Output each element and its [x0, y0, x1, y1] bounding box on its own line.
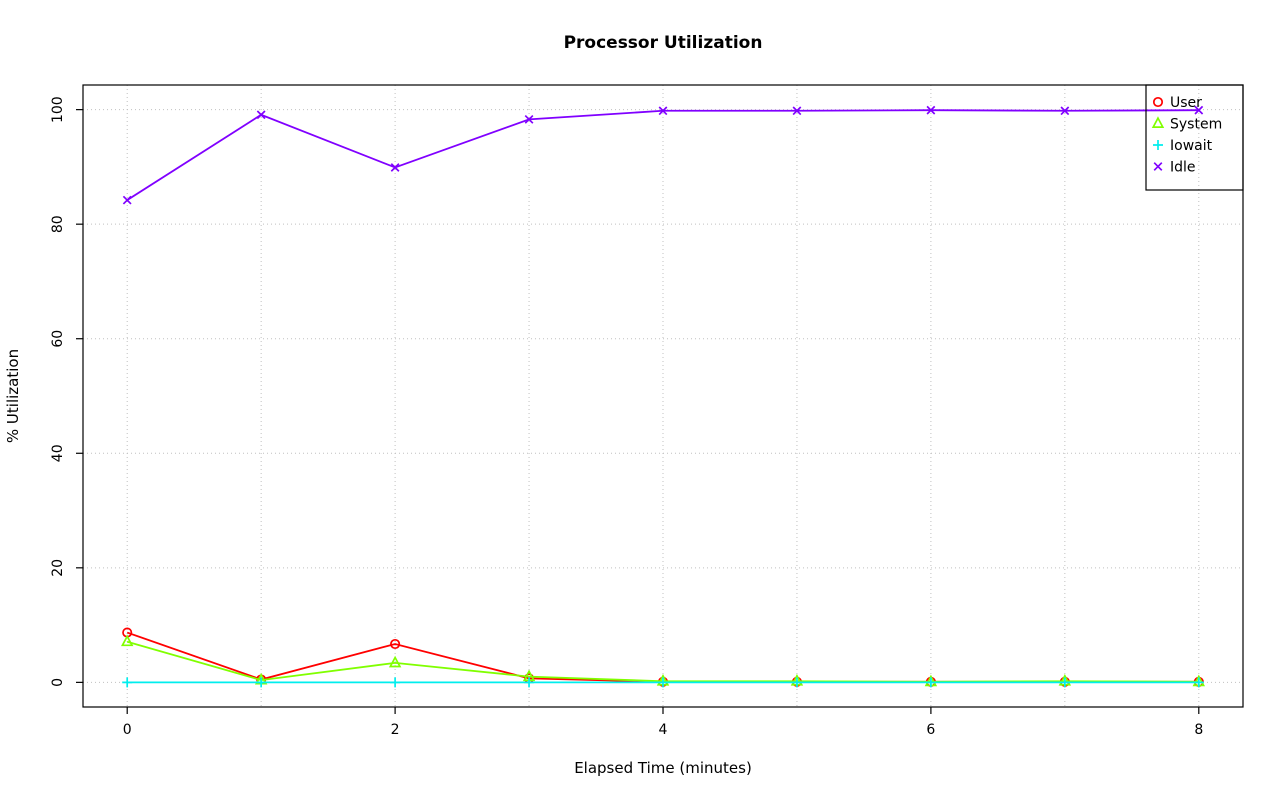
data-series: [120, 105, 1206, 688]
marker-plus: [791, 677, 802, 688]
marker-triangle: [388, 655, 402, 668]
legend-box: [1145, 84, 1244, 191]
marker-x: [390, 163, 400, 172]
x-tick-label: 0: [123, 722, 132, 738]
legend-label-user: User: [1170, 95, 1202, 111]
marker-circle: [390, 638, 401, 650]
x-axis-label: Elapsed Time (minutes): [574, 759, 752, 777]
marker-x: [1153, 162, 1163, 171]
marker-plus: [1059, 677, 1070, 688]
series-line: [126, 109, 1199, 201]
series-iowait: [122, 677, 1204, 688]
y-axis-label: % Utilization: [4, 349, 22, 443]
marker-x: [1194, 105, 1204, 115]
marker-x: [658, 106, 668, 116]
y-tick-label: 80: [50, 215, 66, 233]
marker-plus: [1153, 140, 1163, 150]
marker-plus: [524, 677, 535, 688]
marker-plus: [122, 677, 133, 688]
legend: User System Iowait Idle: [1145, 84, 1244, 191]
marker-x: [256, 110, 266, 120]
x-tick-label: 4: [659, 722, 668, 738]
legend-label-iowait: Iowait: [1170, 138, 1213, 154]
marker-triangle: [120, 634, 134, 647]
x-tick-label: 6: [926, 722, 935, 738]
marker-x: [792, 106, 802, 116]
y-tick-label: 0: [50, 678, 66, 687]
legend-label-idle: Idle: [1170, 159, 1196, 175]
x-tick-label: 2: [391, 722, 400, 738]
chart-title: Processor Utilization: [564, 33, 763, 53]
y-tick-label: 100: [50, 96, 66, 123]
x-tick-label: 8: [1194, 722, 1203, 738]
marker-plus: [390, 677, 401, 688]
marker-x: [1060, 106, 1070, 116]
marker-plus: [256, 677, 267, 688]
marker-plus: [1193, 677, 1204, 688]
y-tick-label: 40: [50, 444, 66, 462]
y-tick-label: 20: [50, 559, 66, 577]
marker-circle: [1152, 96, 1164, 108]
y-tick-label: 60: [50, 330, 66, 348]
legend-label-system: System: [1170, 116, 1222, 132]
marker-triangle: [1151, 116, 1165, 128]
series-idle: [122, 105, 1204, 205]
marker-x: [524, 114, 534, 124]
marker-plus: [925, 677, 936, 688]
marker-x: [122, 195, 132, 205]
gridlines: [83, 85, 1243, 707]
marker-x: [926, 105, 936, 115]
marker-plus: [658, 677, 668, 688]
